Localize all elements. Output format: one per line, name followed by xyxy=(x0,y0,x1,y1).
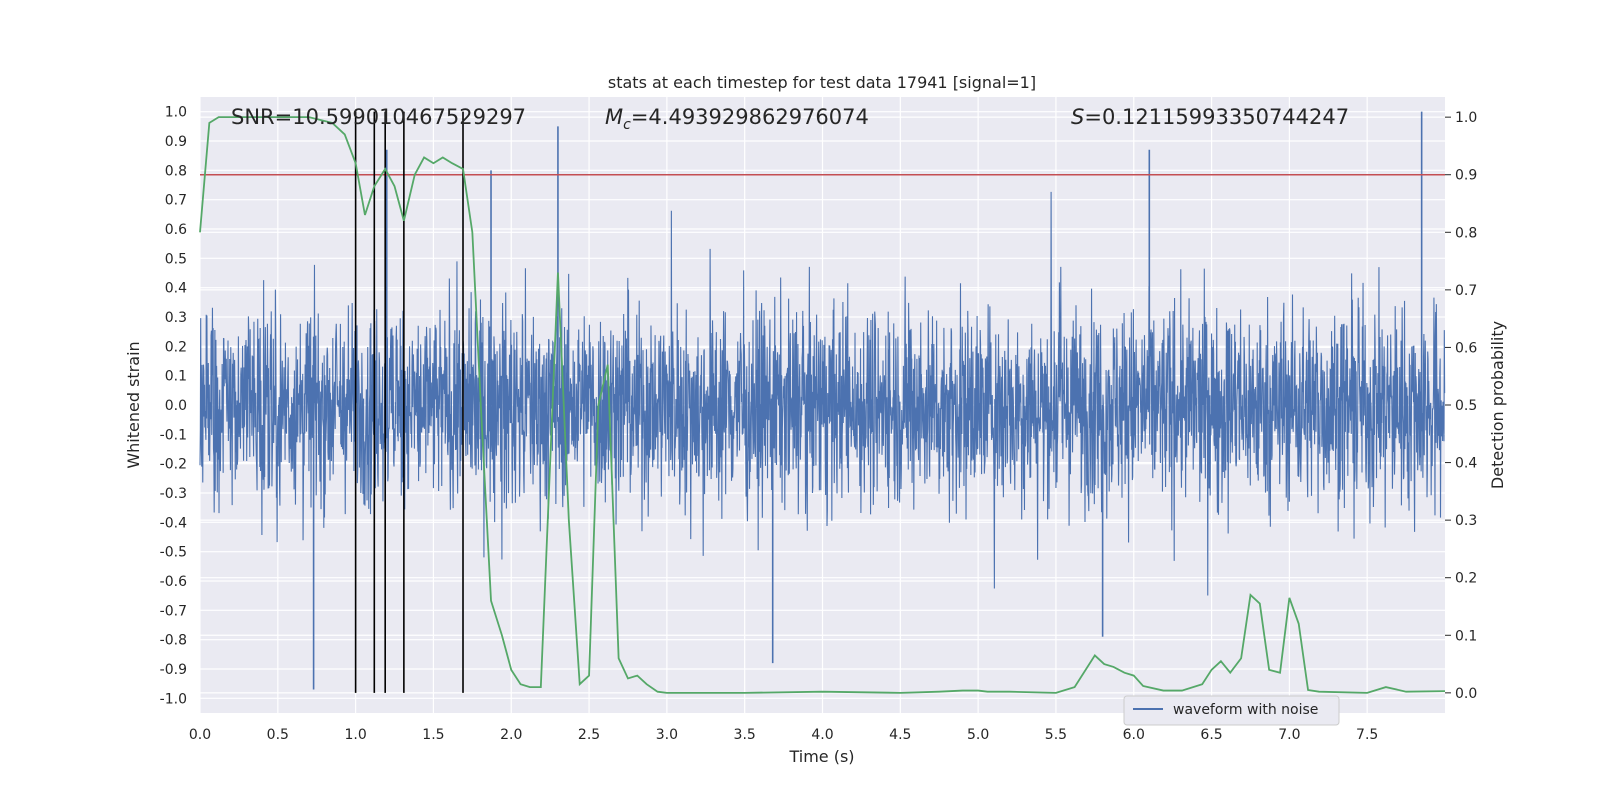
y2-tick-label-5: 0.5 xyxy=(1455,398,1477,414)
y2-tick-labels: 1.0 0.9 0.8 0.7 0.6 0.5 0.4 0.3 0.2 0.1 0.0 xyxy=(1445,110,1477,702)
y-axis-label: Whitened strain xyxy=(124,341,143,468)
mc-symbol: M xyxy=(605,105,623,129)
y2-tick-label-4: 0.6 xyxy=(1455,340,1477,356)
y-tick-label-12: -0.2 xyxy=(160,457,187,473)
x-tick-label-11: 5.5 xyxy=(1045,727,1067,743)
x-tick-label-13: 6.5 xyxy=(1200,727,1222,743)
x-tick-label-4: 2.0 xyxy=(500,727,522,743)
y-tick-label-1: 0.9 xyxy=(165,134,187,150)
y2-tick-label-8: 0.2 xyxy=(1455,571,1477,587)
mc-value: =4.493929862976074 xyxy=(631,105,869,129)
x-tick-labels: 0.0 0.5 1.0 1.5 2.0 2.5 3.0 3.5 4.0 4.5 5.0 5.5 6.0 6… xyxy=(189,727,1378,743)
y-tick-labels: 1.0 0.9 0.8 0.7 0.6 0.5 0.4 0.3 0.2 0.1 0.0 -0.1 -0.… xyxy=(160,105,187,708)
y-tick-label-14: -0.4 xyxy=(160,515,187,531)
y2-axis-label: Detection probability xyxy=(1488,321,1507,489)
mc-subscript: c xyxy=(623,117,631,133)
detection-probability-series xyxy=(199,116,1446,694)
y-tick-label-4: 0.6 xyxy=(165,222,187,238)
y-tick-label-16: -0.6 xyxy=(160,574,187,590)
chart-title: stats at each timestep for test data 179… xyxy=(608,73,1036,92)
x-tick-label-15: 7.5 xyxy=(1356,727,1378,743)
y2-tick-label-1: 0.9 xyxy=(1455,168,1477,184)
s-symbol: S xyxy=(1071,105,1084,129)
x-tick-label-14: 7.0 xyxy=(1278,727,1300,743)
y-tick-label-7: 0.3 xyxy=(165,310,187,326)
s-value: =0.12115993350744247 xyxy=(1084,105,1349,129)
y2-tick-label-0: 1.0 xyxy=(1455,110,1477,126)
y-tick-label-15: -0.5 xyxy=(160,545,187,561)
y-tick-label-10: 0.0 xyxy=(165,398,187,414)
y-tick-label-8: 0.2 xyxy=(165,339,187,355)
x-tick-label-0: 0.0 xyxy=(189,727,211,743)
y2-tick-label-6: 0.4 xyxy=(1455,456,1477,472)
x-tick-label-3: 1.5 xyxy=(422,727,444,743)
y2-tick-label-10: 0.0 xyxy=(1455,686,1477,702)
y-tick-label-9: 0.1 xyxy=(165,369,187,385)
y-tick-label-2: 0.8 xyxy=(165,163,187,179)
y-tick-label-18: -0.8 xyxy=(160,633,187,649)
snr-annotation: SNR=10.599010467529297 xyxy=(231,105,526,129)
legend: waveform with noise xyxy=(1123,695,1340,726)
detection-markers xyxy=(354,111,464,693)
detection-probability-line xyxy=(199,116,1446,694)
waveform-with-noise-line xyxy=(199,191,1446,596)
y-tick-label-6: 0.4 xyxy=(165,281,187,297)
y2-tick-label-2: 0.8 xyxy=(1455,225,1477,241)
y-tick-label-13: -0.3 xyxy=(160,486,187,502)
x-axis-label: Time (s) xyxy=(788,747,854,766)
x-tick-label-7: 3.5 xyxy=(734,727,756,743)
y2-tick-label-3: 0.7 xyxy=(1455,283,1477,299)
legend-box xyxy=(1123,695,1340,726)
x-tick-label-8: 4.0 xyxy=(811,727,833,743)
y-tick-label-17: -0.7 xyxy=(160,603,187,619)
y2-tick-label-9: 0.1 xyxy=(1455,628,1477,644)
x-tick-label-9: 4.5 xyxy=(889,727,911,743)
y-tick-label-5: 0.5 xyxy=(165,251,187,267)
y-tick-label-19: -0.9 xyxy=(160,662,187,678)
x-tick-label-5: 2.5 xyxy=(578,727,600,743)
x-tick-label-2: 1.0 xyxy=(344,727,366,743)
y-tick-label-11: -0.1 xyxy=(160,427,187,443)
x-tick-label-6: 3.0 xyxy=(656,727,678,743)
x-tick-label-1: 0.5 xyxy=(267,727,289,743)
y-tick-label-20: -1.0 xyxy=(160,691,187,707)
y2-tick-label-7: 0.3 xyxy=(1455,513,1477,529)
x-tick-label-10: 5.0 xyxy=(967,727,989,743)
y-tick-label-3: 0.7 xyxy=(165,193,187,209)
s-annotation: S=0.12115993350744247 xyxy=(1071,105,1349,129)
legend-label: waveform with noise xyxy=(1173,702,1318,718)
y-tick-label-0: 1.0 xyxy=(165,105,187,121)
chirp-mass-annotation: Mc=4.493929862976074 xyxy=(605,105,869,133)
x-tick-label-12: 6.0 xyxy=(1123,727,1145,743)
waveform-with-noise-series xyxy=(199,111,1446,690)
